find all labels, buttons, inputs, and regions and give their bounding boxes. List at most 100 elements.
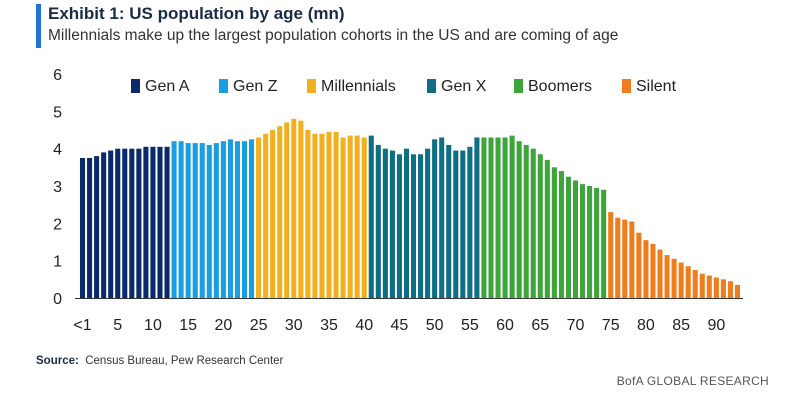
bar-gen-x — [453, 150, 459, 298]
bar-boomers — [565, 176, 571, 298]
bar-gen-x — [389, 150, 395, 298]
bar-gen-x — [403, 148, 410, 298]
bar-boomers — [502, 137, 508, 298]
bar-silent — [636, 232, 642, 298]
bar-gen-a — [101, 152, 107, 298]
x-tick-label: 75 — [602, 317, 620, 334]
bar-gen-x — [467, 146, 473, 298]
bar-silent — [706, 275, 712, 298]
x-tick-label: 40 — [355, 317, 373, 334]
bar-gen-a — [87, 158, 93, 298]
y-tick-label: 4 — [53, 142, 62, 159]
y-tick-label: 1 — [53, 254, 62, 271]
bar-millennials — [333, 131, 339, 298]
bar-millennials — [305, 130, 311, 298]
bar-silent — [643, 240, 649, 298]
bar-gen-x — [460, 150, 466, 298]
bar-millennials — [347, 135, 353, 298]
bar-boomers — [481, 137, 487, 298]
x-tick-label: 45 — [391, 317, 409, 334]
bar-millennials — [326, 131, 332, 298]
bar-gen-a — [143, 146, 149, 298]
x-tick-label: 85 — [672, 317, 690, 334]
x-tick-label: <1 — [73, 317, 91, 334]
bar-gen-x — [425, 148, 431, 298]
bar-gen-a — [136, 148, 142, 298]
exhibit-title: Exhibit 1: US population by age (mn) — [48, 4, 345, 23]
bar-gen-x — [474, 137, 480, 298]
legend-label: Silent — [636, 78, 677, 95]
bar-gen-a — [129, 148, 135, 298]
footer-brand: BofA GLOBAL RESEARCH — [616, 374, 769, 388]
source-note: Source: Census Bureau, Pew Research Cent… — [36, 355, 283, 367]
y-tick-label: 5 — [53, 104, 62, 121]
y-tick-label: 6 — [53, 67, 62, 84]
bar-gen-a — [150, 146, 156, 298]
x-tick-label: 60 — [496, 317, 514, 334]
x-tick-label: 50 — [426, 317, 444, 334]
legend-label: Boomers — [528, 78, 592, 95]
bar-silent — [727, 281, 733, 298]
population-chart: 0 1 2 3 4 5 6 <1 5 10 15 20 25 30 35 40 45 50 55 60 65 70 75 80… — [53, 67, 743, 334]
bar-millennials — [256, 137, 262, 298]
bar-gen-a — [157, 146, 163, 298]
x-tick-label: 55 — [461, 317, 479, 334]
bar-gen-a — [115, 148, 121, 298]
bar-gen-x — [382, 148, 388, 298]
bar-silent — [713, 277, 719, 298]
bar-millennials — [354, 135, 360, 298]
legend-label: Gen A — [145, 78, 190, 95]
bar-gen-x — [418, 154, 424, 298]
y-tick-label: 0 — [53, 291, 62, 308]
bar-gen-z — [241, 141, 248, 298]
bar-gen-z — [185, 143, 191, 298]
bar-gen-x — [396, 154, 402, 298]
legend-swatch — [622, 79, 631, 93]
x-tick-label: 70 — [567, 317, 585, 334]
bar-boomers — [558, 171, 564, 298]
legend-label: Gen Z — [233, 78, 278, 95]
bar-boomers — [523, 144, 529, 298]
bar-millennials — [270, 130, 276, 298]
bar-boomers — [551, 167, 557, 298]
bar-gen-x — [368, 135, 374, 298]
bar-gen-z — [178, 141, 184, 298]
bar-millennials — [319, 133, 325, 298]
bar-silent — [692, 270, 698, 298]
bar-boomers — [587, 186, 593, 298]
bar-boomers — [530, 148, 536, 298]
legend-label: Gen X — [441, 78, 487, 95]
bar-boomers — [580, 184, 586, 298]
x-tick-label: 90 — [707, 317, 725, 334]
x-tick-label: 25 — [250, 317, 268, 334]
bar-gen-z — [227, 139, 233, 298]
bar-silent — [664, 255, 670, 298]
bar-millennials — [340, 137, 346, 298]
bar-boomers — [516, 141, 522, 298]
bar-boomers — [601, 189, 607, 298]
bar-boomers — [544, 159, 550, 298]
x-tick-label: 35 — [320, 317, 338, 334]
bar-boomers — [594, 187, 600, 298]
bar-millennials — [263, 133, 269, 298]
bar-silent — [671, 258, 677, 298]
x-tick-label: 5 — [113, 317, 122, 334]
bar-gen-z — [249, 139, 255, 298]
legend-swatch — [514, 79, 523, 93]
bar-gen-z — [206, 144, 212, 298]
bar-gen-z — [234, 141, 240, 298]
bar-gen-x — [375, 144, 381, 298]
bar-boomers — [495, 137, 501, 298]
x-tick-label: 65 — [531, 317, 549, 334]
source-text: Census Bureau, Pew Research Center — [85, 355, 284, 367]
bar-boomers — [572, 180, 579, 298]
bar-silent — [622, 219, 628, 298]
bar-gen-x — [439, 137, 445, 298]
bar-millennials — [291, 118, 297, 298]
bar-gen-z — [213, 143, 219, 298]
bar-gen-a — [122, 148, 128, 298]
bar-silent — [615, 217, 621, 298]
x-tick-label: 80 — [637, 317, 655, 334]
title-accent-bar — [36, 4, 41, 48]
